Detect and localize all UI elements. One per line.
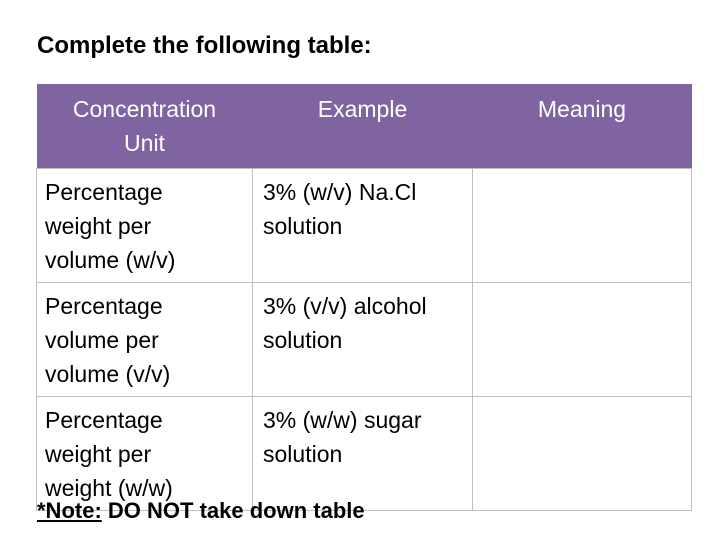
header-cell: Concentration Unit — [36, 84, 253, 169]
note-label: *Note: — [37, 498, 102, 523]
cell-line: solution — [263, 441, 343, 467]
table-row: Percentage weight per weight (w/w) 3% (w/w)… — [36, 396, 692, 511]
cell-line: 3% (v/v) alcohol — [263, 293, 427, 319]
cell-line: volume per — [45, 327, 159, 353]
header-line: Meaning — [537, 96, 627, 122]
table-row: Percentage weight per volume (w/v) 3% (w/v)… — [36, 168, 692, 283]
cell-line: 3% (w/w) sugar — [263, 407, 422, 433]
empty-cell — [472, 396, 692, 511]
table-body: Percentage weight per volume (w/v) 3% (w/v)… — [36, 168, 692, 511]
header-row: Concentration Unit Example Meaning — [36, 84, 692, 169]
note: *Note: DO NOT take down table — [37, 498, 365, 524]
slide-title: Complete the following table: — [37, 32, 372, 59]
cell-line: Percentage — [45, 407, 163, 433]
cell-line: volume (w/v) — [45, 247, 176, 273]
table: Concentration Unit Example Meaning Perce… — [36, 84, 692, 511]
cell-line: weight (w/w) — [45, 475, 173, 501]
cell-line: Percentage — [45, 293, 163, 319]
cell-line: 3% (w/v) Na.Cl — [263, 179, 417, 205]
cell-line: Percentage — [45, 179, 163, 205]
table-cell: 3% (v/v) alcohol solution — [252, 282, 473, 397]
cell-line: solution — [263, 327, 343, 353]
note-text: DO NOT take down table — [107, 498, 365, 523]
header-line: Unit — [124, 130, 165, 156]
cell-line: weight per — [45, 441, 152, 467]
table-row: Percentage volume per volume (v/v) 3% (v/v)… — [36, 282, 692, 397]
table-cell: Percentage weight per weight (w/w) — [36, 396, 253, 511]
table-cell: 3% (w/w) sugar solution — [252, 396, 473, 511]
table-cell: Percentage volume per volume (v/v) — [36, 282, 253, 397]
cell-line: volume (v/v) — [45, 361, 171, 387]
cell-line: solution — [263, 213, 343, 239]
header-line: Example — [317, 96, 408, 122]
cell-line: weight per — [45, 213, 152, 239]
empty-cell — [472, 168, 692, 283]
empty-cell — [472, 282, 692, 397]
table-cell: 3% (w/v) Na.Cl solution — [252, 168, 473, 283]
header-cell: Example — [252, 84, 473, 169]
table-cell: Percentage weight per volume (w/v) — [36, 168, 253, 283]
header-cell: Meaning — [472, 84, 692, 169]
header-line: Concentration — [72, 96, 217, 122]
